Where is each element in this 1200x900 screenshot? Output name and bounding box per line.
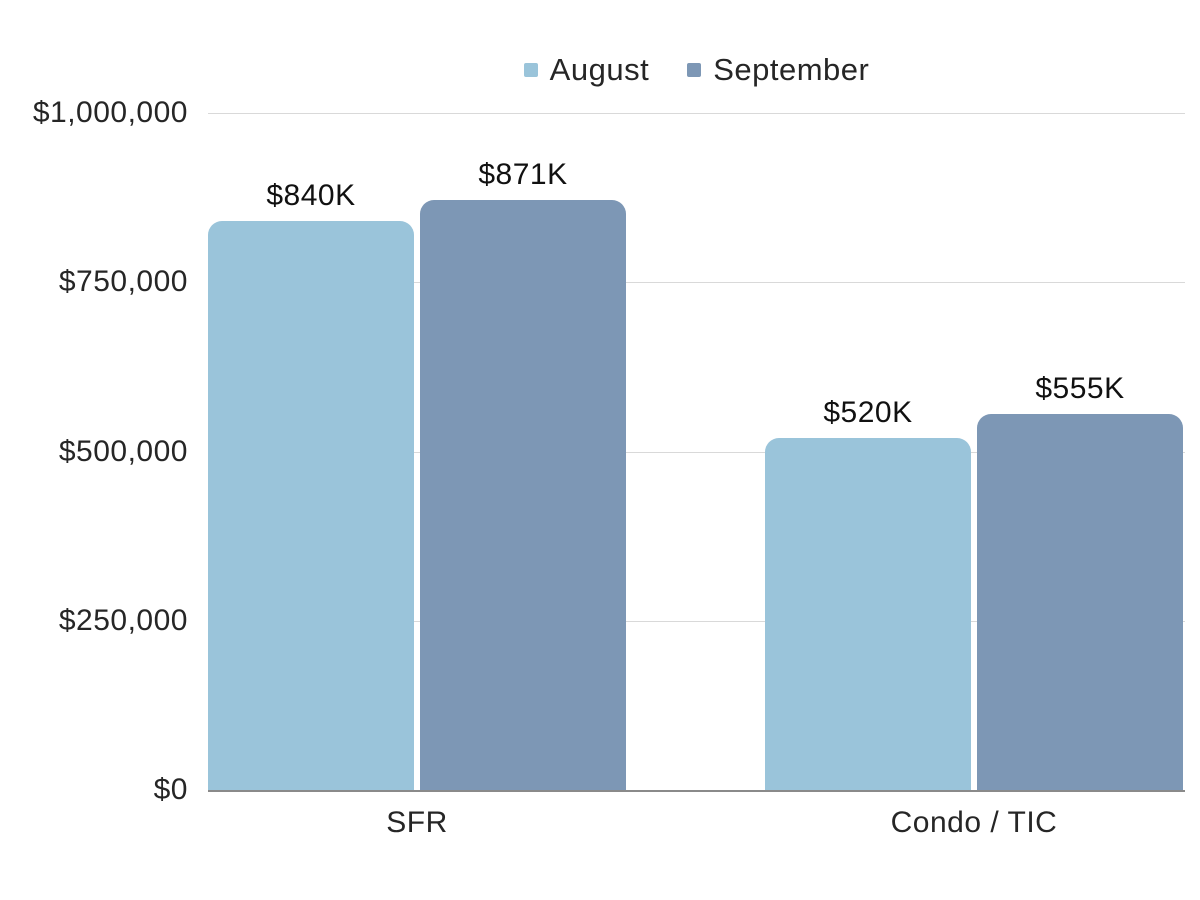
x-axis-category-label: SFR — [386, 806, 448, 839]
bar-value-label: $871K — [478, 158, 568, 192]
legend-marker-icon — [523, 63, 538, 77]
y-axis-tick-label: $1,000,000 — [32, 96, 188, 129]
legend-item-august: August — [523, 52, 650, 88]
bar-value-label: $555K — [1035, 372, 1125, 406]
gridline — [208, 282, 1185, 284]
bar-value-label: $520K — [823, 395, 913, 429]
x-axis-line — [208, 790, 1185, 792]
bar-august-condo-tic — [765, 437, 971, 790]
bar-value-label: $840K — [266, 179, 356, 213]
legend-item-september: September — [687, 52, 869, 88]
gridline — [208, 451, 1185, 453]
bar-august-sfr — [208, 221, 414, 790]
y-axis-tick-label: $500,000 — [58, 434, 188, 468]
bar-september-sfr — [420, 200, 626, 790]
bar-september-condo-tic — [977, 414, 1183, 790]
legend: August September — [208, 52, 1185, 88]
legend-marker-icon — [687, 63, 702, 77]
x-axis-category-label: Condo / TIC — [890, 806, 1058, 839]
gridline — [208, 113, 1185, 114]
legend-label: September — [713, 52, 870, 87]
y-axis-tick-label: $750,000 — [58, 265, 188, 299]
legend-label: August — [549, 52, 650, 87]
gridline — [208, 620, 1185, 622]
y-axis-tick-label: $250,000 — [58, 603, 188, 637]
y-axis-tick-label: $0 — [153, 773, 188, 806]
